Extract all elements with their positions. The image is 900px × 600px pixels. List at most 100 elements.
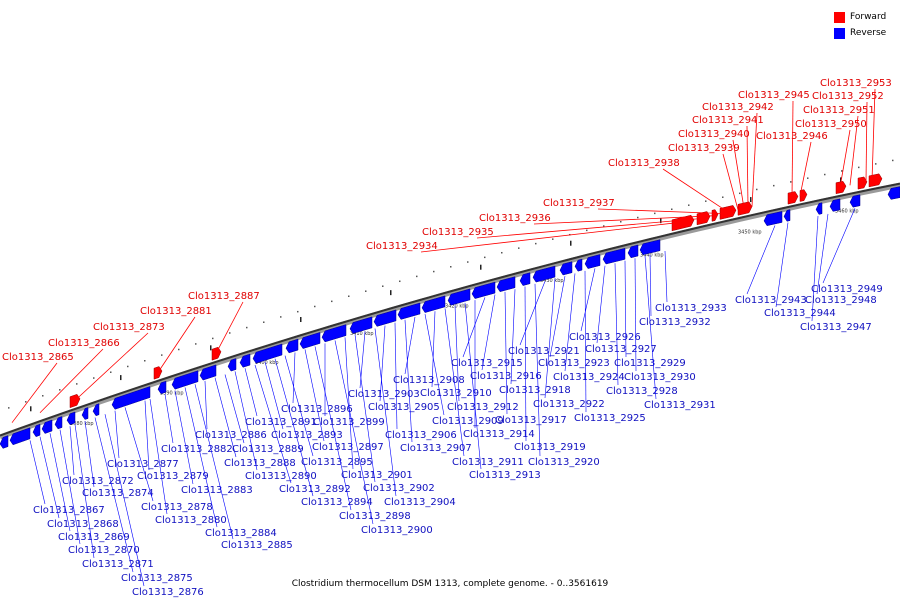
axis-tick-label: 3390 kbp xyxy=(160,390,184,396)
forward-leader-line xyxy=(871,88,876,181)
reverse-gene xyxy=(421,295,446,313)
track-dot xyxy=(858,166,860,169)
reverse-leader-line xyxy=(149,398,168,515)
reverse-leader-line xyxy=(816,213,829,295)
reverse-gene xyxy=(763,211,783,226)
axis-tick-label: 3430 kbp xyxy=(540,278,564,284)
reverse-leader-line xyxy=(534,283,541,457)
track-dot xyxy=(807,177,809,179)
track-dot xyxy=(722,196,724,198)
reverse-gene-label: Clo1313_2917 xyxy=(495,415,567,426)
reverse-gene xyxy=(496,276,516,292)
reverse-gene xyxy=(9,427,31,446)
forward-leader-line xyxy=(722,153,739,210)
reverse-leader-line xyxy=(234,371,258,471)
track-dot xyxy=(76,383,78,385)
track-dot xyxy=(110,371,112,373)
forward-leader-line xyxy=(157,316,196,373)
forward-leader-line xyxy=(597,208,723,214)
reverse-gene-label: Clo1313_2878 xyxy=(141,502,213,513)
reverse-leader-line xyxy=(649,254,652,317)
reverse-leader-line xyxy=(634,258,637,372)
track-dot xyxy=(178,348,180,351)
reverse-gene xyxy=(227,358,237,372)
reverse-leader-line xyxy=(481,294,496,371)
track-dot xyxy=(212,337,214,340)
reverse-gene-label: Clo1313_2928 xyxy=(606,386,678,397)
track-dot xyxy=(637,216,639,219)
track-dot xyxy=(620,221,622,223)
reverse-gene-label: Clo1313_2884 xyxy=(205,528,277,539)
reverse-gene-label: Clo1313_2906 xyxy=(385,430,457,441)
reverse-gene xyxy=(285,338,299,354)
axis-tick-label: 3440 kbp xyxy=(640,253,664,259)
reverse-leader-line xyxy=(69,426,75,476)
reverse-gene-label: Clo1313_2913 xyxy=(469,470,541,481)
track-dot xyxy=(756,188,758,191)
track-dot xyxy=(25,401,27,403)
forward-leader-line xyxy=(732,139,745,209)
forward-gene-label: Clo1313_2942 xyxy=(702,102,774,113)
reverse-leader-line xyxy=(114,410,120,459)
forward-leader-line xyxy=(215,301,244,354)
track-dot xyxy=(314,305,316,308)
reverse-leader-line xyxy=(284,355,314,457)
forward-leader-line xyxy=(662,168,729,213)
reverse-gene-label: Clo1313_2900 xyxy=(361,525,433,536)
reverse-gene-label: Clo1313_2932 xyxy=(639,317,711,328)
reverse-gene-label: Clo1313_2912 xyxy=(447,402,519,413)
track-dot xyxy=(365,290,367,292)
forward-gene xyxy=(799,189,808,202)
reverse-gene-label: Clo1313_2889 xyxy=(232,444,304,455)
forward-leader-line xyxy=(476,218,701,239)
track-dot xyxy=(654,212,656,215)
track-dot xyxy=(42,395,44,397)
axis-tick-label: 3460 kbp xyxy=(835,208,859,214)
reverse-leader-line xyxy=(164,393,174,444)
forward-gene-label: Clo1313_2936 xyxy=(479,213,551,224)
reverse-gene xyxy=(887,186,900,200)
forward-leader-line xyxy=(849,115,859,186)
reverse-gene-label: Clo1313_2886 xyxy=(195,430,267,441)
track-dot xyxy=(399,280,401,283)
reverse-leader-line xyxy=(746,225,776,295)
track-dot xyxy=(671,208,673,211)
forward-gene-label: Clo1313_2951 xyxy=(803,105,875,116)
track-dot xyxy=(875,163,877,165)
reverse-gene xyxy=(519,272,531,286)
reverse-leader-line xyxy=(822,208,856,284)
reverse-leader-line xyxy=(59,429,81,545)
reverse-gene xyxy=(41,419,53,434)
forward-gene xyxy=(69,394,81,409)
track-dot xyxy=(382,285,384,287)
forward-gene-label: Clo1313_2945 xyxy=(738,90,810,101)
track-dot xyxy=(195,343,197,345)
reverse-leader-line xyxy=(549,275,566,358)
reverse-gene xyxy=(639,239,661,256)
forward-gene-label: Clo1313_2873 xyxy=(93,322,165,333)
track-dot xyxy=(501,251,503,254)
reverse-leader-line xyxy=(614,263,619,386)
reverse-gene-label: Clo1313_2871 xyxy=(82,559,154,570)
reverse-leader-line xyxy=(224,374,245,444)
reverse-gene xyxy=(299,332,321,349)
track-dot xyxy=(161,354,163,356)
reverse-gene-label: Clo1313_2875 xyxy=(121,573,193,584)
reverse-leader-line xyxy=(519,281,546,346)
reverse-swatch xyxy=(834,27,845,39)
forward-gene xyxy=(868,173,883,188)
reverse-leader-line xyxy=(314,346,352,511)
reverse-leader-line xyxy=(359,331,366,389)
forward-leader-line xyxy=(751,112,758,207)
track-dot xyxy=(416,275,418,278)
reverse-gene-label: Clo1313_2921 xyxy=(508,346,580,357)
reverse-leader-line xyxy=(344,337,354,470)
forward-gene xyxy=(719,205,737,220)
forward-gene xyxy=(671,214,695,232)
reverse-gene-label: Clo1313_2919 xyxy=(514,442,586,453)
reverse-gene-label: Clo1313_2876 xyxy=(132,587,204,598)
reverse-gene-label: Clo1313_2870 xyxy=(68,545,140,556)
reverse-leader-line xyxy=(39,436,60,519)
reverse-gene xyxy=(321,324,347,343)
forward-leader-line xyxy=(746,125,749,208)
